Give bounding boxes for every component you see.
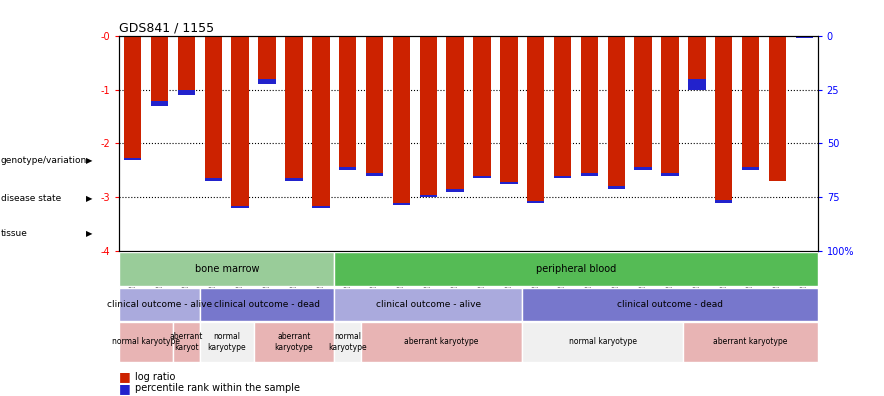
Bar <box>200 322 254 362</box>
Text: ▶: ▶ <box>86 156 92 165</box>
Bar <box>715 200 733 203</box>
Bar <box>151 36 168 106</box>
Bar <box>607 36 625 189</box>
Text: GDS841 / 1155: GDS841 / 1155 <box>119 21 215 34</box>
Text: ▶: ▶ <box>86 229 92 238</box>
Bar <box>527 201 545 203</box>
Bar <box>553 36 571 179</box>
Bar <box>366 36 384 176</box>
Text: aberrant
karyot: aberrant karyot <box>170 332 203 352</box>
Bar <box>258 36 276 84</box>
Bar <box>522 288 818 321</box>
Bar <box>119 322 173 362</box>
Bar <box>796 36 813 38</box>
Text: normal karyotype: normal karyotype <box>112 337 180 346</box>
Bar <box>661 173 679 176</box>
Bar <box>688 36 705 89</box>
Bar <box>688 79 705 89</box>
Bar <box>366 173 384 176</box>
Bar <box>312 36 330 208</box>
Bar <box>124 158 141 160</box>
Text: genotype/variation: genotype/variation <box>1 156 88 165</box>
Text: aberrant
karyotype: aberrant karyotype <box>275 332 313 352</box>
Bar <box>715 36 733 203</box>
Text: normal
karyotype: normal karyotype <box>328 332 367 352</box>
Bar <box>473 176 491 179</box>
Bar <box>254 322 334 362</box>
Text: ▶: ▶ <box>86 194 92 202</box>
Bar <box>119 288 200 321</box>
Text: aberrant karyotype: aberrant karyotype <box>713 337 788 346</box>
Bar <box>553 176 571 179</box>
Text: log ratio: log ratio <box>135 372 176 382</box>
Bar <box>204 178 222 181</box>
Text: disease state: disease state <box>1 194 61 202</box>
Bar <box>232 206 249 208</box>
Bar <box>200 288 334 321</box>
Bar <box>683 322 818 362</box>
Bar <box>581 36 598 176</box>
Text: normal
karyotype: normal karyotype <box>208 332 246 352</box>
Bar <box>178 36 195 95</box>
Bar <box>522 322 683 362</box>
Bar <box>500 36 517 184</box>
Bar <box>446 189 464 192</box>
Bar <box>334 288 522 321</box>
Bar <box>420 36 437 197</box>
Text: ■: ■ <box>119 382 131 394</box>
Bar <box>339 167 356 170</box>
Text: ■: ■ <box>119 371 131 383</box>
Text: clinical outcome - alive: clinical outcome - alive <box>107 300 212 309</box>
Text: normal karyotype: normal karyotype <box>568 337 636 346</box>
Bar <box>607 186 625 189</box>
Bar <box>258 80 276 84</box>
Bar <box>334 322 361 362</box>
Bar <box>420 195 437 197</box>
Bar <box>124 36 141 160</box>
Text: clinical outcome - dead: clinical outcome - dead <box>617 300 723 309</box>
Bar <box>119 252 334 286</box>
Bar <box>204 36 222 181</box>
Text: aberrant karyotype: aberrant karyotype <box>405 337 479 346</box>
Bar <box>232 36 249 208</box>
Bar <box>151 101 168 106</box>
Text: bone marrow: bone marrow <box>194 264 259 274</box>
Bar <box>392 36 410 206</box>
Bar <box>796 25 813 38</box>
Bar <box>392 203 410 206</box>
Bar <box>286 178 302 181</box>
Bar <box>339 36 356 170</box>
Bar <box>769 36 786 181</box>
Bar <box>635 36 652 170</box>
Bar <box>527 36 545 203</box>
Bar <box>446 36 464 192</box>
Bar <box>178 90 195 95</box>
Text: percentile rank within the sample: percentile rank within the sample <box>135 383 301 393</box>
Bar <box>742 36 759 170</box>
Bar <box>334 252 818 286</box>
Text: clinical outcome - dead: clinical outcome - dead <box>214 300 320 309</box>
Text: clinical outcome - alive: clinical outcome - alive <box>376 300 481 309</box>
Text: tissue: tissue <box>1 229 27 238</box>
Bar <box>661 36 679 176</box>
Bar <box>173 322 200 362</box>
Bar <box>742 167 759 170</box>
Bar <box>361 322 522 362</box>
Text: peripheral blood: peripheral blood <box>536 264 616 274</box>
Bar <box>473 36 491 179</box>
Bar <box>581 173 598 176</box>
Bar <box>312 206 330 208</box>
Bar <box>286 36 302 181</box>
Bar <box>635 167 652 170</box>
Bar <box>500 181 517 184</box>
